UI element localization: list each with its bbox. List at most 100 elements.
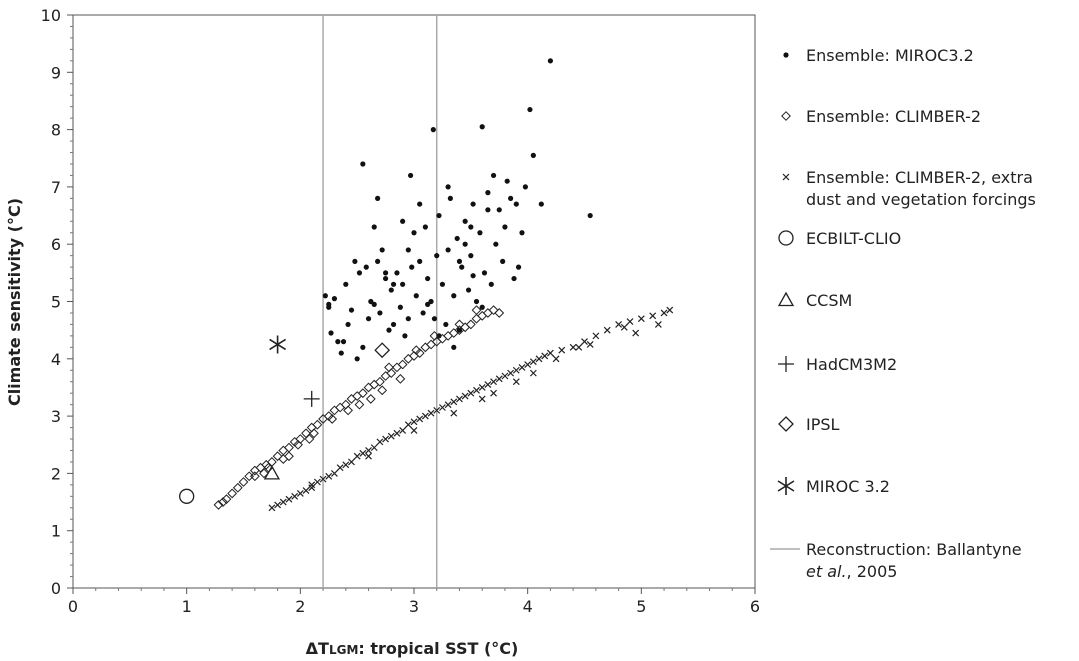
x-tick-label: 0 bbox=[68, 597, 78, 616]
data-point bbox=[660, 309, 668, 317]
data-point bbox=[409, 351, 419, 361]
data-point bbox=[428, 298, 434, 305]
data-point bbox=[427, 409, 435, 417]
data-point bbox=[488, 305, 499, 316]
data-point bbox=[213, 500, 224, 510]
data-point bbox=[382, 435, 390, 443]
series-4 bbox=[263, 465, 281, 480]
data-point bbox=[244, 471, 255, 482]
data-point bbox=[388, 287, 394, 293]
data-point bbox=[490, 378, 497, 386]
series-1 bbox=[213, 305, 505, 510]
data-point bbox=[345, 321, 351, 328]
legend-marker bbox=[777, 291, 795, 307]
data-point bbox=[468, 224, 474, 230]
data-point bbox=[404, 421, 412, 429]
data-point bbox=[450, 398, 458, 406]
legend-label: CCSM bbox=[806, 291, 852, 310]
data-point bbox=[445, 247, 451, 253]
data-point bbox=[420, 342, 431, 353]
legend-label: Ensemble: MIROC3.2 bbox=[806, 46, 974, 65]
data-point bbox=[468, 253, 474, 259]
legend-marker bbox=[782, 173, 790, 181]
data-point bbox=[365, 316, 372, 322]
data-point bbox=[666, 306, 674, 314]
data-point bbox=[402, 333, 408, 339]
data-point bbox=[459, 264, 465, 270]
data-point bbox=[479, 124, 485, 130]
legend: Ensemble: MIROC3.2 Ensemble: CLIMBER-2 Ens… bbox=[770, 46, 1036, 581]
legend-label: MIROC 3.2 bbox=[806, 477, 890, 496]
data-point bbox=[471, 313, 482, 324]
data-point bbox=[454, 319, 465, 330]
data-point bbox=[445, 184, 451, 190]
data-point bbox=[329, 405, 340, 416]
data-point bbox=[450, 409, 458, 417]
data-point bbox=[485, 207, 491, 213]
data-point bbox=[500, 258, 506, 264]
data-point bbox=[359, 449, 367, 457]
data-point bbox=[603, 326, 611, 334]
data-point bbox=[407, 172, 414, 179]
data-point bbox=[376, 438, 384, 446]
series-2 bbox=[268, 306, 674, 512]
legend-label: Ensemble: CLIMBER-2 bbox=[806, 107, 981, 126]
data-point bbox=[632, 329, 640, 337]
data-point bbox=[340, 339, 347, 345]
data-point bbox=[279, 498, 287, 506]
y-tick-label: 8 bbox=[51, 121, 61, 140]
data-point bbox=[291, 492, 299, 500]
data-point bbox=[444, 401, 452, 409]
data-point bbox=[357, 388, 368, 399]
data-point bbox=[352, 391, 363, 401]
data-point bbox=[422, 224, 428, 230]
data-point bbox=[405, 316, 411, 322]
data-point bbox=[179, 488, 195, 504]
data-point bbox=[360, 344, 366, 350]
data-point bbox=[507, 369, 515, 377]
data-point bbox=[285, 495, 293, 503]
data-point bbox=[325, 472, 333, 480]
data-point bbox=[637, 315, 645, 323]
data-point bbox=[465, 319, 476, 330]
data-point bbox=[414, 348, 425, 358]
data-point bbox=[581, 338, 588, 346]
data-point bbox=[295, 434, 306, 444]
data-point bbox=[363, 382, 374, 393]
data-point bbox=[494, 308, 505, 318]
data-point bbox=[375, 195, 381, 201]
data-point bbox=[477, 230, 483, 236]
data-point bbox=[380, 371, 391, 381]
data-point bbox=[473, 298, 480, 305]
data-point bbox=[434, 253, 440, 259]
data-point bbox=[495, 375, 503, 383]
data-point bbox=[386, 327, 392, 333]
data-point bbox=[249, 471, 260, 482]
data-point bbox=[524, 361, 532, 368]
data-point bbox=[259, 468, 269, 479]
data-point bbox=[541, 352, 549, 360]
data-point bbox=[338, 350, 344, 356]
data-points bbox=[179, 58, 674, 512]
data-point bbox=[370, 444, 378, 452]
data-point bbox=[336, 464, 344, 472]
data-point bbox=[411, 345, 422, 356]
data-point bbox=[430, 127, 436, 133]
data-point bbox=[470, 273, 476, 279]
data-point bbox=[438, 404, 446, 411]
data-point bbox=[530, 152, 536, 158]
data-point bbox=[462, 241, 468, 247]
data-point bbox=[323, 411, 334, 422]
data-point bbox=[451, 293, 457, 299]
data-point bbox=[335, 339, 341, 345]
data-point bbox=[363, 264, 369, 270]
data-point bbox=[306, 422, 317, 433]
series-7 bbox=[269, 335, 287, 354]
data-point bbox=[227, 488, 238, 499]
data-point bbox=[405, 247, 411, 253]
data-point bbox=[386, 368, 397, 379]
data-point bbox=[267, 457, 277, 467]
data-point bbox=[421, 412, 429, 420]
data-point bbox=[346, 394, 357, 404]
